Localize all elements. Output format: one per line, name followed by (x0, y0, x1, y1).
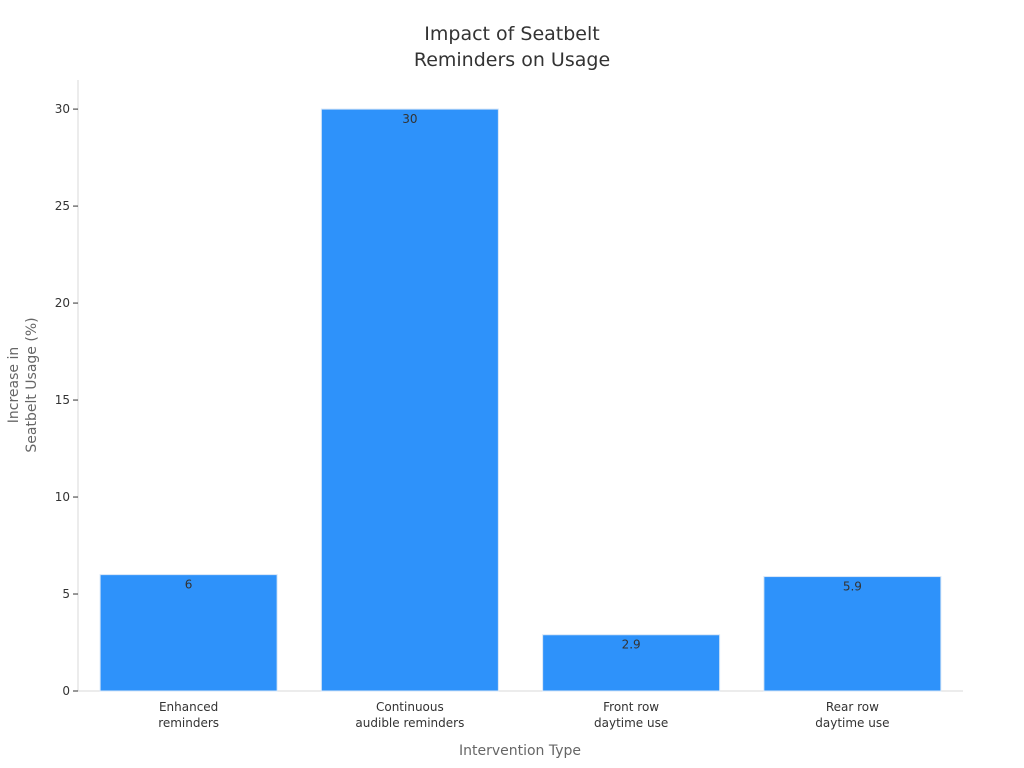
chart-title-line-1: Impact of Seatbelt (424, 23, 599, 45)
chart-title: Impact of Seatbelt Reminders on Usage (414, 23, 610, 71)
x-tick-label-line: Rear row (826, 700, 879, 714)
bar-value-label: 30 (402, 112, 417, 126)
bar-value-label: 5.9 (843, 580, 862, 594)
bar (542, 634, 721, 692)
x-tick-label-line: reminders (158, 716, 219, 730)
y-tick-label: 20 (55, 296, 70, 310)
bar-value-label: 6 (185, 578, 193, 592)
y-tick-label: 10 (55, 490, 70, 504)
y-tick-label: 30 (55, 102, 70, 116)
x-tick-label-line: audible reminders (355, 716, 464, 730)
x-tick-label-line: daytime use (815, 716, 889, 730)
bar (99, 574, 278, 692)
y-axis-title: Increase in Seatbelt Usage (%) (6, 317, 40, 452)
y-tick-label: 15 (55, 393, 70, 407)
y-tick-label: 0 (62, 684, 70, 698)
y-axis-title-line-1: Increase in (6, 347, 22, 423)
y-axis-title-line-2: Seatbelt Usage (%) (24, 317, 40, 452)
x-tick-label-line: Front row (603, 700, 659, 714)
bar (320, 108, 499, 692)
x-tick-label-line: daytime use (594, 716, 668, 730)
chart-title-line-2: Reminders on Usage (414, 49, 610, 71)
x-tick-label: Rear row daytime use (815, 700, 889, 730)
x-tick-label-line: Continuous (376, 700, 444, 714)
x-tick-label: Front row daytime use (594, 700, 668, 730)
x-tick-label: Enhanced reminders (158, 700, 219, 730)
y-tick-label: 5 (62, 587, 70, 601)
x-axis-title: Intervention Type (459, 743, 581, 759)
bar-value-label: 2.9 (622, 638, 641, 652)
bar (763, 576, 942, 692)
plot-area: 0 5 10 15 20 25 30 6 Enhanced reminders 30 Continuo… (55, 80, 963, 730)
x-tick-label-line: Enhanced (159, 700, 218, 714)
y-tick-label: 25 (55, 199, 70, 213)
x-tick-label: Continuous audible reminders (355, 700, 464, 730)
